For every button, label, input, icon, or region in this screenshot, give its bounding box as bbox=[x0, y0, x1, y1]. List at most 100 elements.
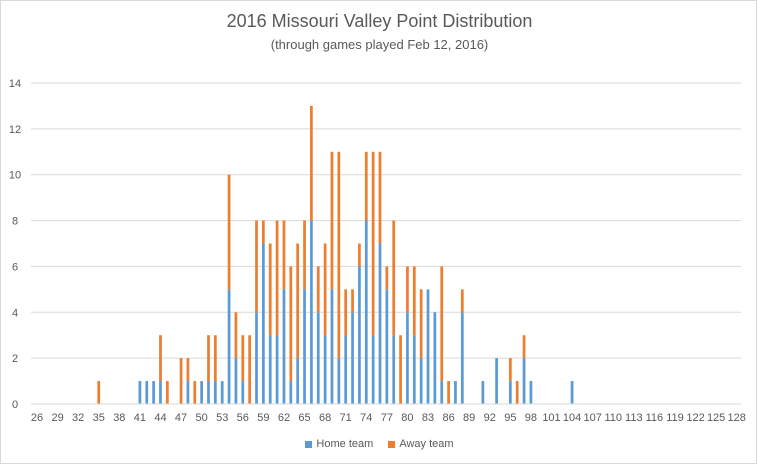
bar-away-team bbox=[268, 243, 272, 336]
bar-home-team bbox=[440, 381, 444, 404]
x-tick-label: 98 bbox=[525, 412, 537, 424]
bar-away-team bbox=[97, 381, 101, 404]
bar-away-team bbox=[378, 151, 382, 244]
x-tick-label: 47 bbox=[175, 412, 187, 424]
bar-away-team bbox=[344, 289, 348, 336]
bar-away-team bbox=[515, 381, 519, 404]
bar-home-team bbox=[454, 381, 457, 404]
bar-away-team bbox=[447, 381, 450, 404]
chart-title: 2016 Missouri Valley Point Distribution bbox=[226, 11, 533, 31]
legend: Home team Away team bbox=[1, 438, 757, 451]
bar-home-team bbox=[392, 335, 396, 404]
bar-away-team bbox=[255, 220, 258, 313]
legend-label-home: Home team bbox=[316, 438, 374, 450]
x-tick-label: 38 bbox=[113, 412, 125, 424]
y-tick-label: 14 bbox=[9, 78, 21, 90]
legend-item-home: Home team bbox=[305, 438, 373, 450]
x-tick-label: 68 bbox=[319, 412, 331, 424]
x-tick-label: 89 bbox=[463, 412, 475, 424]
x-tick-label: 83 bbox=[422, 412, 434, 424]
bar-away-team bbox=[460, 289, 464, 313]
x-tick-label: 80 bbox=[401, 412, 413, 424]
y-tick-label: 6 bbox=[12, 261, 18, 273]
bar-away-team bbox=[358, 243, 361, 267]
x-tick-label: 116 bbox=[646, 412, 664, 424]
chart-subtitle: (through games played Feb 12, 2016) bbox=[270, 37, 489, 52]
x-tick-label: 74 bbox=[360, 412, 372, 424]
y-tick-label: 12 bbox=[9, 124, 21, 136]
bar-away-team bbox=[392, 220, 396, 336]
legend-label-away: Away team bbox=[399, 438, 454, 450]
bar-away-team bbox=[227, 174, 231, 290]
bar-away-team bbox=[419, 289, 423, 359]
bar-home-team bbox=[460, 312, 464, 404]
legend-item-away: Away team bbox=[388, 438, 454, 450]
x-tick-label: 107 bbox=[583, 412, 601, 424]
x-tick-label: 26 bbox=[31, 412, 43, 424]
bar-away-team bbox=[399, 335, 402, 404]
bar-away-team bbox=[351, 289, 354, 313]
bar-home-team bbox=[495, 358, 498, 404]
bar-home-team bbox=[310, 220, 313, 404]
y-tick-label: 8 bbox=[12, 216, 18, 228]
x-tick-label: 92 bbox=[484, 412, 496, 424]
x-tick-label: 110 bbox=[604, 412, 622, 424]
bar-away-team bbox=[207, 335, 210, 382]
bar-home-team bbox=[316, 312, 320, 404]
bar-home-team bbox=[529, 381, 533, 404]
bar-home-team bbox=[186, 381, 190, 404]
bar-home-team bbox=[385, 289, 389, 404]
bar-home-team bbox=[351, 312, 354, 404]
x-tick-label: 104 bbox=[563, 412, 581, 424]
bar-home-team bbox=[145, 381, 149, 404]
bar-home-team bbox=[412, 335, 416, 404]
x-tick-label: 29 bbox=[51, 412, 63, 424]
bar-away-team bbox=[508, 358, 512, 382]
bar-away-team bbox=[179, 358, 183, 404]
bar-home-team bbox=[275, 335, 279, 404]
bar-away-team bbox=[248, 335, 252, 404]
x-tick-label: 56 bbox=[237, 412, 249, 424]
bar-home-team bbox=[371, 335, 375, 404]
bar-away-team bbox=[323, 243, 327, 336]
bar-away-team bbox=[303, 220, 306, 290]
bar-away-team bbox=[406, 266, 409, 313]
x-tick-label: 128 bbox=[728, 412, 746, 424]
bar-home-team bbox=[227, 289, 231, 404]
y-tick-label: 10 bbox=[9, 170, 21, 182]
bar-away-team bbox=[371, 151, 375, 336]
bar-home-team bbox=[426, 289, 430, 404]
bar-home-team bbox=[481, 381, 485, 404]
x-tick-label: 101 bbox=[542, 412, 560, 424]
x-tick-label: 44 bbox=[154, 412, 166, 424]
bar-away-team bbox=[330, 151, 334, 290]
bar-home-team bbox=[419, 358, 423, 404]
bar-away-team bbox=[282, 220, 286, 290]
bar-home-team bbox=[282, 289, 286, 404]
bar-away-team bbox=[337, 151, 341, 359]
x-tick-label: 59 bbox=[257, 412, 269, 424]
bar-away-team bbox=[522, 335, 526, 359]
bar-home-team bbox=[241, 381, 245, 404]
y-tick-label: 0 bbox=[12, 399, 18, 411]
bar-away-team bbox=[440, 266, 444, 382]
bar-home-team bbox=[296, 358, 300, 404]
bar-away-team bbox=[262, 220, 265, 244]
x-tick-label: 53 bbox=[216, 412, 228, 424]
x-tick-label: 41 bbox=[134, 412, 146, 424]
bar-away-team bbox=[213, 335, 217, 382]
x-tick-label: 86 bbox=[442, 412, 454, 424]
bar-home-team bbox=[570, 381, 574, 404]
bar-home-team bbox=[344, 335, 348, 404]
y-tick-label: 4 bbox=[12, 307, 18, 319]
bar-away-team bbox=[275, 220, 279, 336]
bar-home-team bbox=[323, 335, 327, 404]
bar-home-team bbox=[138, 381, 142, 404]
x-tick-label: 77 bbox=[381, 412, 393, 424]
bar-away-team bbox=[234, 312, 238, 359]
bar-away-team bbox=[296, 243, 300, 359]
bar-home-team bbox=[289, 381, 293, 404]
bar-away-team bbox=[289, 266, 293, 382]
